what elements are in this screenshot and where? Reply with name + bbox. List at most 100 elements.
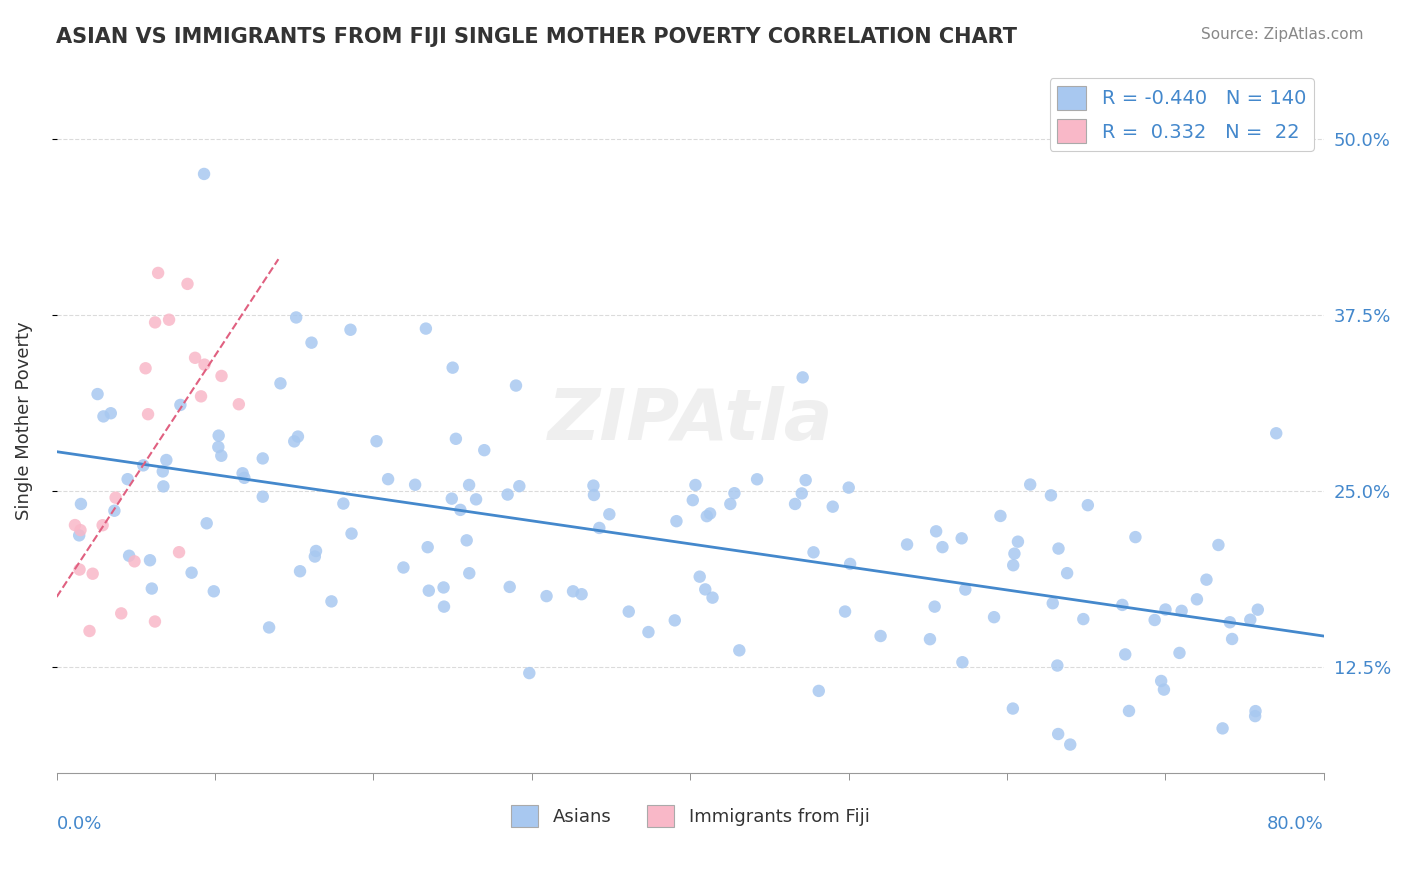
Point bbox=[184, 351, 207, 365]
Point bbox=[233, 471, 256, 485]
Point bbox=[838, 481, 860, 495]
Point bbox=[1002, 558, 1025, 573]
Point bbox=[169, 398, 191, 412]
Text: 80.0%: 80.0% bbox=[1267, 815, 1324, 833]
Point bbox=[202, 584, 225, 599]
Point bbox=[792, 370, 814, 384]
Point bbox=[1143, 613, 1166, 627]
Point bbox=[617, 605, 640, 619]
Point bbox=[839, 557, 862, 571]
Point bbox=[1071, 612, 1094, 626]
Point bbox=[69, 563, 91, 577]
Point bbox=[1039, 488, 1062, 502]
Point bbox=[167, 545, 190, 559]
Point bbox=[141, 582, 163, 596]
Text: ZIPAtla: ZIPAtla bbox=[547, 386, 832, 455]
Point bbox=[718, 497, 741, 511]
Point bbox=[1125, 530, 1147, 544]
Point bbox=[332, 497, 354, 511]
Point bbox=[1019, 477, 1042, 491]
Point bbox=[637, 625, 659, 640]
Point bbox=[257, 620, 280, 634]
Point bbox=[803, 545, 825, 559]
Point bbox=[180, 566, 202, 580]
Point bbox=[1150, 673, 1173, 688]
Point bbox=[136, 407, 159, 421]
Point bbox=[496, 487, 519, 501]
Point bbox=[508, 479, 530, 493]
Point bbox=[807, 684, 830, 698]
Point bbox=[339, 323, 361, 337]
Point bbox=[143, 615, 166, 629]
Point bbox=[582, 478, 605, 492]
Point bbox=[1219, 615, 1241, 630]
Point bbox=[790, 486, 813, 500]
Point bbox=[444, 432, 467, 446]
Point bbox=[135, 361, 157, 376]
Point bbox=[1047, 541, 1070, 556]
Point bbox=[1042, 596, 1064, 610]
Point bbox=[415, 321, 437, 335]
Point bbox=[193, 358, 215, 372]
Point bbox=[104, 491, 127, 505]
Point bbox=[1056, 566, 1078, 581]
Point bbox=[472, 443, 495, 458]
Point bbox=[152, 479, 174, 493]
Point bbox=[1265, 426, 1288, 441]
Point bbox=[190, 389, 212, 403]
Point bbox=[783, 497, 806, 511]
Point bbox=[208, 428, 231, 442]
Point bbox=[1118, 704, 1140, 718]
Point bbox=[340, 526, 363, 541]
Point bbox=[695, 582, 717, 597]
Point bbox=[983, 610, 1005, 624]
Point bbox=[117, 472, 139, 486]
Point bbox=[723, 486, 745, 500]
Point bbox=[301, 335, 323, 350]
Point bbox=[665, 514, 688, 528]
Point bbox=[118, 549, 141, 563]
Point bbox=[321, 594, 343, 608]
Point bbox=[1170, 604, 1192, 618]
Point bbox=[1195, 573, 1218, 587]
Point bbox=[1046, 658, 1069, 673]
Point bbox=[990, 508, 1012, 523]
Point bbox=[1244, 704, 1267, 718]
Point bbox=[1002, 547, 1025, 561]
Point bbox=[955, 582, 977, 597]
Point bbox=[1007, 534, 1029, 549]
Point bbox=[269, 376, 291, 391]
Point bbox=[377, 472, 399, 486]
Point bbox=[1001, 701, 1024, 715]
Point bbox=[1168, 646, 1191, 660]
Point bbox=[918, 632, 941, 647]
Point bbox=[1111, 598, 1133, 612]
Point bbox=[499, 580, 522, 594]
Point bbox=[869, 629, 891, 643]
Point bbox=[699, 507, 721, 521]
Point bbox=[465, 492, 488, 507]
Point bbox=[1212, 722, 1234, 736]
Point bbox=[432, 581, 454, 595]
Point bbox=[505, 378, 527, 392]
Point bbox=[416, 540, 439, 554]
Point bbox=[69, 523, 91, 537]
Point bbox=[195, 516, 218, 531]
Point bbox=[598, 508, 620, 522]
Point bbox=[458, 566, 481, 581]
Point bbox=[794, 473, 817, 487]
Point bbox=[93, 409, 115, 424]
Point bbox=[728, 643, 751, 657]
Point bbox=[366, 434, 388, 449]
Point bbox=[582, 488, 605, 502]
Point bbox=[456, 533, 478, 548]
Point bbox=[252, 490, 274, 504]
Point bbox=[91, 518, 114, 533]
Point bbox=[931, 540, 953, 554]
Point bbox=[1244, 709, 1267, 723]
Point bbox=[1059, 738, 1081, 752]
Point bbox=[536, 589, 558, 603]
Point bbox=[100, 406, 122, 420]
Point bbox=[1154, 602, 1177, 616]
Y-axis label: Single Mother Poverty: Single Mother Poverty bbox=[15, 321, 32, 520]
